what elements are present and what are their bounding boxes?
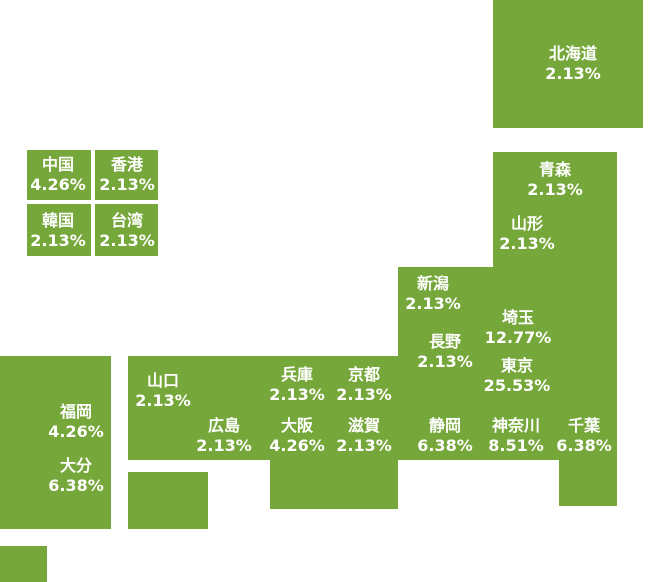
label-yamaguchi-value: 2.13% <box>135 391 191 411</box>
label-hongkong: 香港 2.13% <box>99 155 155 195</box>
label-shiga-name: 滋賀 <box>336 416 392 436</box>
label-kanagawa: 神奈川 8.51% <box>488 416 544 456</box>
shikoku-block <box>128 472 208 529</box>
label-taiwan-name: 台湾 <box>99 211 155 231</box>
label-osaka-name: 大阪 <box>269 416 325 436</box>
label-hokkaido-value: 2.13% <box>545 64 601 84</box>
label-fukuoka: 福岡 4.26% <box>48 402 104 442</box>
label-hokkaido: 北海道 2.13% <box>545 44 601 84</box>
label-shiga-value: 2.13% <box>336 436 392 456</box>
label-saitama: 埼玉 12.77% <box>485 308 552 348</box>
label-nagano: 長野 2.13% <box>417 332 473 372</box>
label-chiba-value: 6.38% <box>556 436 612 456</box>
label-hiroshima: 広島 2.13% <box>196 416 252 456</box>
label-yamaguchi: 山口 2.13% <box>135 371 191 411</box>
label-oita-value: 6.38% <box>48 476 104 496</box>
label-osaka-value: 4.26% <box>269 436 325 456</box>
label-hyogo-name: 兵庫 <box>269 365 325 385</box>
label-niigata: 新潟 2.13% <box>405 274 461 314</box>
label-china-value: 4.26% <box>30 175 86 195</box>
label-korea-value: 2.13% <box>30 231 86 251</box>
label-niigata-name: 新潟 <box>405 274 461 294</box>
label-kyoto-value: 2.13% <box>336 385 392 405</box>
label-yamagata-value: 2.13% <box>499 234 555 254</box>
label-tokyo-name: 東京 <box>484 356 551 376</box>
label-hiroshima-name: 広島 <box>196 416 252 436</box>
label-nagano-name: 長野 <box>417 332 473 352</box>
label-oita: 大分 6.38% <box>48 456 104 496</box>
label-shizuoka-value: 6.38% <box>417 436 473 456</box>
label-niigata-value: 2.13% <box>405 294 461 314</box>
label-aomori-name: 青森 <box>527 160 583 180</box>
label-china-name: 中国 <box>30 155 86 175</box>
label-yamagata: 山形 2.13% <box>499 214 555 254</box>
label-hiroshima-value: 2.13% <box>196 436 252 456</box>
label-chiba-name: 千葉 <box>556 416 612 436</box>
kyushu-block <box>0 356 111 529</box>
label-shiga: 滋賀 2.13% <box>336 416 392 456</box>
label-yamaguchi-name: 山口 <box>135 371 191 391</box>
label-shizuoka-name: 静岡 <box>417 416 473 436</box>
chiba-extension-block <box>559 455 617 506</box>
label-aomori-value: 2.13% <box>527 180 583 200</box>
kansai-south-block <box>270 455 398 509</box>
label-fukuoka-name: 福岡 <box>48 402 104 422</box>
label-tokyo: 東京 25.53% <box>484 356 551 396</box>
label-shizuoka: 静岡 6.38% <box>417 416 473 456</box>
label-saitama-name: 埼玉 <box>485 308 552 328</box>
label-china: 中国 4.26% <box>30 155 86 195</box>
label-fukuoka-value: 4.26% <box>48 422 104 442</box>
label-hokkaido-name: 北海道 <box>545 44 601 64</box>
label-nagano-value: 2.13% <box>417 352 473 372</box>
label-hyogo-value: 2.13% <box>269 385 325 405</box>
label-taiwan-value: 2.13% <box>99 231 155 251</box>
label-hyogo: 兵庫 2.13% <box>269 365 325 405</box>
label-taiwan: 台湾 2.13% <box>99 211 155 251</box>
label-tokyo-value: 25.53% <box>484 376 551 396</box>
label-oita-name: 大分 <box>48 456 104 476</box>
okinawa-block <box>0 546 47 582</box>
label-yamagata-name: 山形 <box>499 214 555 234</box>
label-kyoto: 京都 2.13% <box>336 365 392 405</box>
label-osaka: 大阪 4.26% <box>269 416 325 456</box>
label-hongkong-value: 2.13% <box>99 175 155 195</box>
label-hongkong-name: 香港 <box>99 155 155 175</box>
label-kanagawa-name: 神奈川 <box>488 416 544 436</box>
label-kyoto-name: 京都 <box>336 365 392 385</box>
label-korea: 韓国 2.13% <box>30 211 86 251</box>
label-saitama-value: 12.77% <box>485 328 552 348</box>
label-korea-name: 韓国 <box>30 211 86 231</box>
label-aomori: 青森 2.13% <box>527 160 583 200</box>
label-kanagawa-value: 8.51% <box>488 436 544 456</box>
label-chiba: 千葉 6.38% <box>556 416 612 456</box>
